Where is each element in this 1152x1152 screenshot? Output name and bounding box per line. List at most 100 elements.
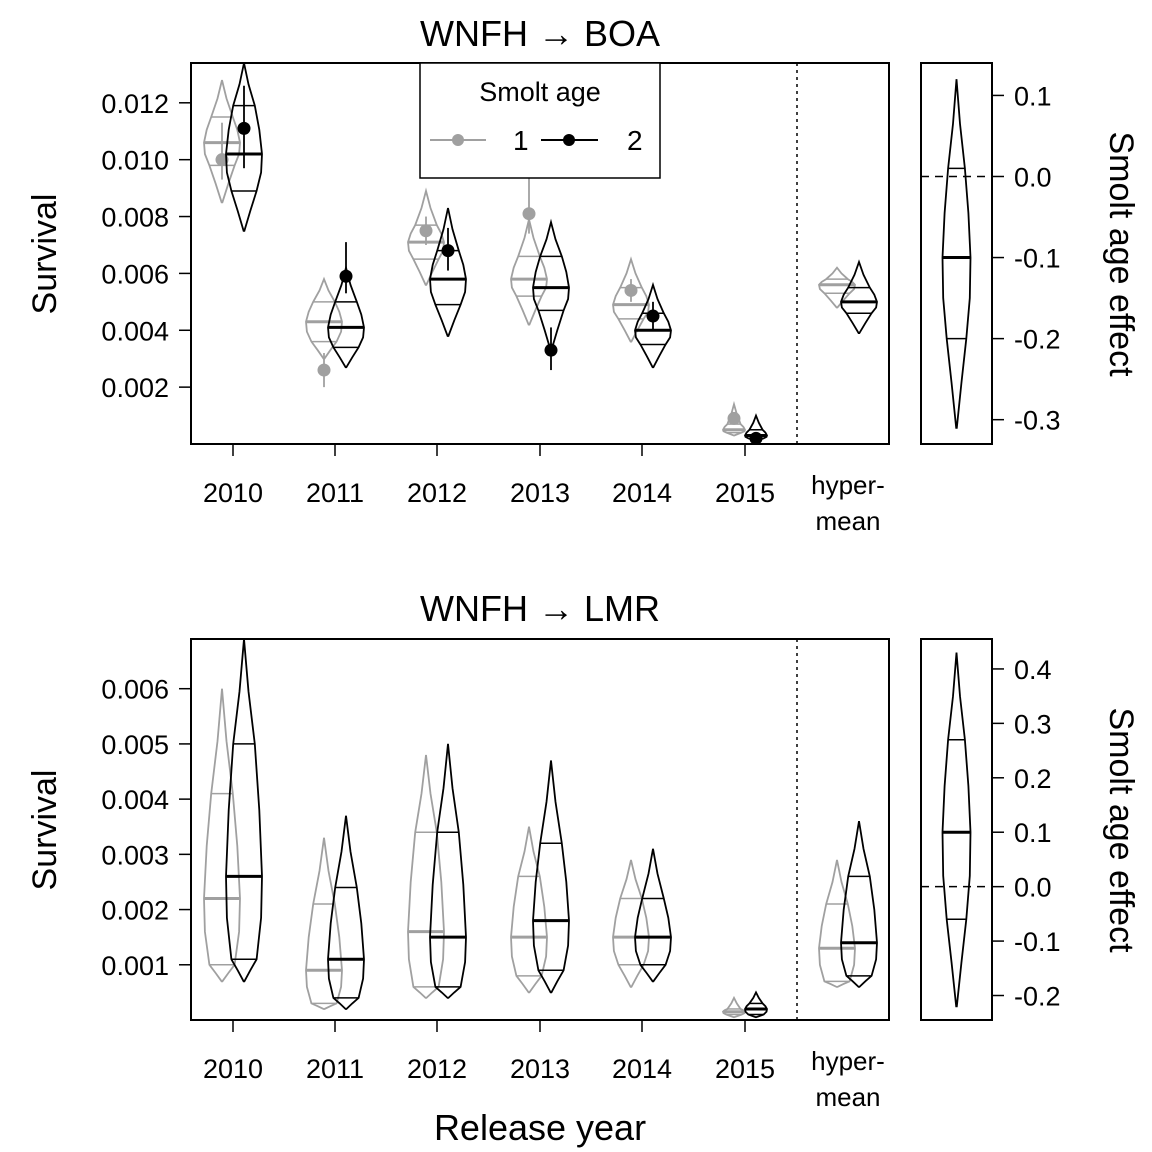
x-tick-label: 2011 [306,478,364,508]
x-tick-label: 2014 [612,1054,672,1084]
violin [203,79,241,204]
side-y-tick-label: -0.2 [1014,325,1061,355]
x-tick-label: 2014 [612,478,672,508]
y-tick-label: 0.005 [101,730,169,760]
side-y-tick-label: 0.1 [1014,81,1052,111]
legend-marker-age1 [452,134,464,146]
observed-point [624,283,638,297]
observed-point [727,411,741,425]
main-plot-frame [190,638,890,1021]
violins [203,638,878,1019]
violin [327,815,365,1010]
side-y-tick-label: -0.2 [1014,982,1061,1012]
side-y-tick-label: 0.4 [1014,655,1052,685]
violin [532,218,570,352]
x-tick-label: 2015 [715,478,775,508]
y-tick-label: 0.008 [101,203,169,233]
y-ticks: 0.001 0.002 0.003 0.004 0.005 0.006 [101,675,191,981]
side-y-axis-title: Smolt age effect [1102,131,1140,377]
legend-marker-age2 [563,134,575,146]
x-tick-label: 2013 [510,1054,570,1084]
side-y-axis-title: Smolt age effect [1102,707,1140,953]
side-y-tick-label: 0.0 [1014,873,1052,903]
y-tick-label: 0.003 [101,840,169,870]
side-plot-frame [920,638,993,1021]
legend-label-age2: 2 [627,125,643,156]
side-y-tick-label: -0.1 [1014,244,1061,274]
x-tick-label: 2010 [203,1054,263,1084]
x-tick-label-mean: mean [815,1082,880,1112]
violin [429,743,467,999]
side-y-tick-label: -0.3 [1014,406,1061,436]
x-tick-label: 2011 [306,1054,364,1084]
violin [225,62,263,232]
y-tick-label: 0.004 [101,316,169,346]
y-tick-label: 0.010 [101,146,169,176]
legend: Smolt age 1 2 [419,62,661,179]
violin [744,990,768,1019]
x-ticks: 2010 2011 2012 2013 2014 2015 hyper-mean [203,444,885,536]
violin [305,837,343,1010]
observed-point [749,431,763,445]
age-effect-violin [941,79,972,429]
y-axis-title: Survival [26,194,64,315]
legend-label-age1: 1 [513,125,529,156]
y-tick-label: 0.002 [101,896,169,926]
side-y-tick-label: -0.1 [1014,927,1061,957]
x-ticks: 2010 2011 2012 2013 2014 2015 hyper-mean [203,1020,885,1112]
violin [429,207,467,337]
panel-wnfh-boa: WNFH → BOA Survival Smolt age effect 0.0… [26,13,1140,536]
panel-title: WNFH → BOA [420,13,660,54]
x-tick-label-hyper: hyper- [811,470,885,500]
legend-box [419,62,661,179]
violin [407,754,445,999]
x-tick-label: 2012 [407,1054,467,1084]
observed-point [339,269,353,283]
panel-title: WNFH → LMR [420,588,660,629]
side-plot-frame [920,62,993,445]
y-ticks: 0.002 0.004 0.006 0.008 0.010 0.012 [101,89,191,403]
violin [612,859,650,988]
violin [203,688,241,983]
violin [532,760,570,994]
violin [840,821,878,988]
y-tick-label: 0.001 [101,951,169,981]
y-axis-title: Survival [26,770,64,891]
x-tick-label: 2010 [203,478,263,508]
y-tick-label: 0.006 [101,259,169,289]
x-tick-label: 2012 [407,478,467,508]
age-effect-violin [941,652,972,1008]
side-y-tick-label: 0.1 [1014,818,1052,848]
side-y-ticks: 0.1 0.0 -0.1 -0.2 -0.3 [992,81,1061,436]
observed-point [441,244,455,258]
side-y-ticks: 0.4 0.3 0.2 0.1 0.0 -0.1 -0.2 [992,655,1061,1012]
violin [305,276,343,360]
observed-point [237,121,251,135]
y-tick-label: 0.002 [101,373,169,403]
side-y-tick-label: 0.3 [1014,709,1052,739]
violin [510,826,548,994]
observed-point [544,343,558,357]
observed-point [317,363,331,377]
x-tick-label-mean: mean [815,506,880,536]
side-y-tick-label: 0.2 [1014,764,1052,794]
observed-point [419,224,433,238]
y-tick-label: 0.012 [101,89,169,119]
violin [634,848,672,983]
y-tick-label: 0.006 [101,675,169,705]
x-tick-label: 2015 [715,1054,775,1084]
violin [818,266,856,309]
observed-point [646,309,660,323]
side-y-tick-label: 0.0 [1014,162,1052,192]
violin [840,259,878,334]
legend-title: Smolt age [479,77,601,107]
panel-wnfh-lmr: WNFH → LMR Survival Smolt age effect 0.0… [26,588,1140,1112]
violins [203,62,878,445]
y-tick-label: 0.004 [101,785,169,815]
x-axis-title: Release year [434,1107,646,1148]
side-violin [921,652,992,1008]
x-tick-label-hyper: hyper- [811,1046,885,1076]
violin [225,638,263,983]
violin [818,859,856,988]
